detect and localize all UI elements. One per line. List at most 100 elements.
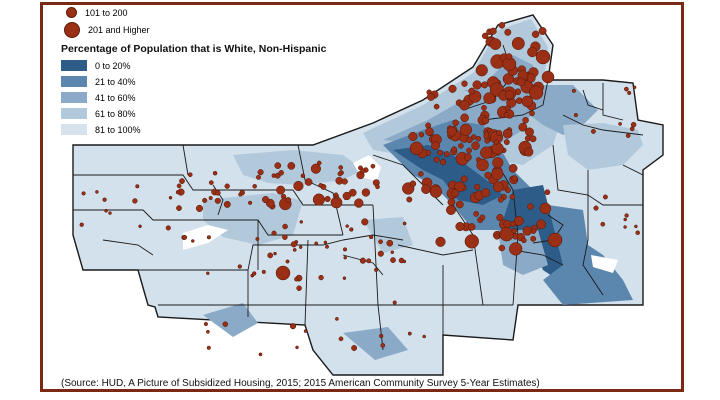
legend-shade-row: 81 to 100% <box>61 124 141 135</box>
housing-marker <box>630 121 637 128</box>
housing-marker <box>179 178 185 184</box>
legend-shade-row: 21 to 40% <box>61 76 136 87</box>
housing-marker <box>521 95 534 108</box>
housing-marker <box>425 122 432 129</box>
circle-medium-icon <box>66 7 77 18</box>
housing-marker <box>176 183 182 189</box>
housing-marker <box>212 170 218 176</box>
housing-marker <box>618 122 622 126</box>
housing-marker <box>285 197 292 203</box>
housing-marker <box>522 117 529 124</box>
legend-shade-row: 0 to 20% <box>61 60 131 71</box>
housing-marker <box>361 188 371 197</box>
housing-marker <box>418 131 425 138</box>
housing-marker <box>455 200 464 209</box>
housing-marker <box>493 139 500 145</box>
housing-marker <box>483 92 496 105</box>
housing-marker <box>466 136 473 144</box>
housing-marker <box>481 105 487 111</box>
housing-marker <box>195 204 204 212</box>
housing-marker <box>632 85 637 90</box>
housing-marker <box>451 189 459 198</box>
housing-marker <box>262 196 270 204</box>
housing-marker <box>323 240 328 245</box>
housing-marker <box>276 185 286 195</box>
shade-swatch <box>61 92 87 103</box>
shade-swatch <box>61 108 87 119</box>
housing-marker <box>509 194 516 200</box>
housing-marker <box>464 234 479 249</box>
circle-large-icon <box>64 22 80 38</box>
housing-marker <box>300 173 306 179</box>
housing-marker <box>238 192 243 197</box>
housing-marker <box>304 178 313 186</box>
housing-marker <box>261 269 266 274</box>
housing-marker <box>433 103 440 110</box>
housing-marker <box>299 220 304 224</box>
housing-marker <box>493 233 500 240</box>
housing-marker <box>503 139 510 146</box>
housing-marker <box>392 300 397 305</box>
legend-shade-label: 81 to 100% <box>95 124 141 135</box>
housing-marker <box>496 214 504 222</box>
housing-marker <box>379 333 384 339</box>
housing-marker <box>511 228 517 234</box>
housing-marker <box>476 158 489 172</box>
housing-marker <box>257 169 264 176</box>
housing-marker <box>466 147 472 154</box>
housing-marker <box>248 200 253 205</box>
housing-marker <box>541 70 555 84</box>
housing-marker <box>492 157 504 169</box>
housing-marker <box>536 219 547 230</box>
housing-marker <box>351 345 358 351</box>
housing-marker <box>289 323 297 330</box>
housing-marker <box>252 271 257 276</box>
housing-marker <box>474 183 481 190</box>
legend-circle-row: 101 to 200 <box>61 7 128 18</box>
legend-shade-label: 61 to 80% <box>95 108 136 119</box>
housing-marker <box>224 183 230 189</box>
housing-marker <box>529 135 537 143</box>
housing-marker <box>623 217 627 222</box>
housing-marker <box>527 46 538 58</box>
housing-marker <box>298 245 303 249</box>
housing-marker <box>338 165 344 170</box>
housing-marker <box>505 53 513 60</box>
legend-circle-label: 201 and Higher <box>88 25 150 35</box>
housing-marker <box>386 239 394 247</box>
housing-marker <box>406 196 413 203</box>
housing-marker <box>452 119 459 127</box>
housing-marker <box>473 211 480 217</box>
housing-marker <box>325 244 329 249</box>
housing-marker <box>481 81 489 89</box>
housing-marker <box>511 37 525 50</box>
housing-marker <box>108 211 112 215</box>
housing-marker <box>95 190 99 194</box>
housing-marker <box>418 171 424 177</box>
housing-marker <box>375 184 380 190</box>
legend-circle-row: 201 and Higher <box>61 22 150 38</box>
housing-marker <box>425 127 434 136</box>
housing-marker <box>359 257 366 264</box>
housing-marker <box>275 265 291 281</box>
housing-marker <box>531 30 540 38</box>
housing-marker <box>409 180 417 188</box>
housing-marker <box>518 122 528 132</box>
housing-marker <box>522 226 532 236</box>
housing-marker <box>593 205 599 211</box>
housing-marker <box>496 130 503 136</box>
housing-marker <box>491 167 504 180</box>
housing-marker <box>489 38 502 50</box>
housing-marker <box>459 123 473 136</box>
housing-marker <box>499 227 514 242</box>
housing-marker <box>104 208 108 213</box>
housing-marker <box>330 196 343 209</box>
housing-marker <box>374 267 379 272</box>
housing-marker <box>600 221 606 227</box>
housing-marker <box>481 188 491 198</box>
housing-marker <box>484 171 492 179</box>
housing-marker <box>318 183 323 188</box>
housing-marker <box>402 259 407 264</box>
housing-marker <box>455 221 465 232</box>
housing-marker <box>206 271 210 276</box>
